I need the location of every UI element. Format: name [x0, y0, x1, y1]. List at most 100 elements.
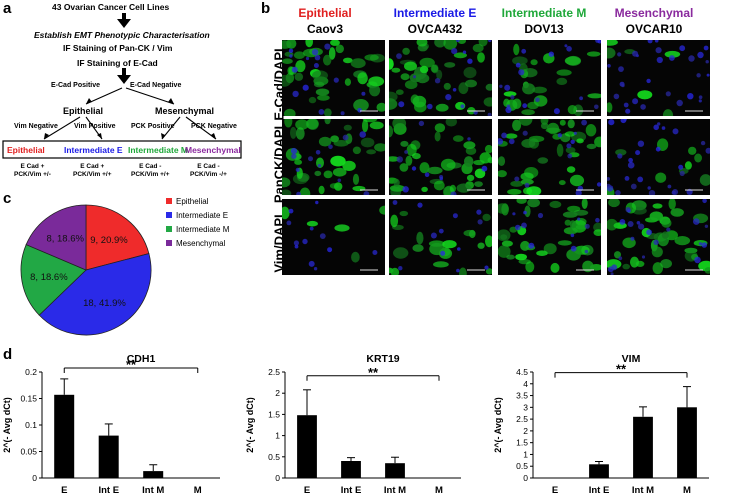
flow-step2: IF Staining of Pan-CK / Vim	[63, 43, 173, 53]
green-stain	[530, 59, 538, 66]
dapi-nucleus	[676, 99, 683, 107]
green-stain	[458, 82, 469, 95]
green-stain	[433, 180, 445, 191]
green-stain	[400, 73, 410, 81]
dapi-nucleus	[476, 209, 482, 215]
dapi-nucleus	[621, 83, 625, 88]
dapi-nucleus	[624, 176, 630, 181]
dapi-nucleus	[661, 126, 666, 130]
green-stain	[352, 146, 361, 155]
dapi-nucleus	[637, 176, 644, 183]
green-stain	[688, 146, 697, 155]
green-stain	[393, 247, 409, 259]
panel-letter-c: c	[3, 190, 12, 207]
y-tick-label: 1.5	[516, 438, 528, 448]
green-stain	[351, 251, 360, 263]
green-stain	[357, 72, 368, 85]
y-tick-label: 0	[275, 473, 280, 483]
green-stain	[649, 211, 663, 221]
green-stain	[556, 69, 572, 76]
green-stain	[465, 79, 477, 88]
green-stain	[550, 262, 560, 273]
green-stain	[368, 76, 385, 87]
green-stain	[608, 199, 620, 208]
green-stain	[558, 180, 566, 186]
dapi-nucleus	[396, 156, 403, 163]
green-stain	[324, 119, 331, 125]
column-cell-line: OVCA432	[407, 22, 463, 36]
y-tick-label: 1	[275, 431, 280, 441]
green-stain	[507, 188, 522, 195]
legend-swatch	[166, 240, 172, 246]
green-stain	[484, 144, 492, 154]
green-stain	[364, 54, 379, 61]
green-stain	[482, 213, 491, 222]
dapi-nucleus	[518, 69, 525, 76]
pie-slice	[25, 204, 87, 271]
dapi-nucleus	[509, 138, 515, 145]
dapi-nucleus	[467, 137, 471, 141]
green-stain	[524, 205, 531, 218]
dapi-nucleus	[567, 153, 573, 159]
pie-slice	[85, 204, 150, 271]
dapi-nucleus	[313, 267, 318, 271]
dapi-nucleus	[698, 242, 703, 246]
dapi-nucleus	[579, 96, 583, 101]
green-stain	[532, 86, 547, 94]
green-stain	[704, 267, 710, 274]
dapi-nucleus	[477, 219, 483, 225]
green-stain	[522, 83, 536, 95]
green-stain	[456, 183, 472, 193]
green-stain	[466, 174, 475, 182]
green-stain	[464, 156, 474, 167]
green-stain	[512, 98, 522, 110]
green-stain	[308, 96, 317, 104]
green-stain	[563, 227, 578, 235]
dapi-nucleus	[481, 165, 488, 172]
dapi-nucleus	[597, 40, 601, 44]
micrograph-image	[389, 199, 492, 275]
green-stain	[406, 143, 417, 157]
dapi-nucleus	[607, 183, 611, 189]
dapi-nucleus	[484, 265, 489, 270]
x-tick-label: E	[552, 485, 558, 496]
dapi-nucleus	[697, 51, 704, 59]
x-tick-label: E	[304, 485, 310, 496]
dapi-nucleus	[308, 260, 315, 267]
dapi-nucleus	[570, 139, 575, 144]
green-stain	[586, 51, 601, 57]
y-tick-label: 2.5	[268, 367, 280, 377]
green-stain	[395, 89, 404, 95]
green-stain	[445, 119, 457, 127]
dapi-nucleus	[665, 91, 671, 97]
dapi-nucleus	[452, 88, 457, 92]
green-stain	[282, 189, 292, 195]
green-stain	[292, 173, 309, 185]
x-tick-label: M	[435, 485, 443, 496]
bar	[341, 461, 361, 478]
green-stain	[376, 102, 385, 112]
dapi-nucleus	[641, 255, 646, 259]
y-axis-label: 2^(- Avg dCt)	[2, 397, 12, 453]
down-arrow-icon	[117, 19, 131, 28]
micrograph-image	[498, 199, 601, 275]
micrograph-image	[498, 40, 601, 116]
dapi-nucleus	[647, 186, 651, 190]
dapi-nucleus	[672, 128, 679, 135]
green-stain	[513, 43, 520, 56]
green-stain	[549, 200, 562, 209]
green-stain	[343, 57, 353, 64]
dapi-nucleus	[566, 143, 572, 149]
green-stain	[330, 155, 346, 167]
dapi-nucleus	[704, 224, 709, 228]
green-stain	[416, 231, 424, 245]
green-stain	[404, 61, 417, 71]
bar-charts: CDH1 2^(- Avg dCt) 0 0.05 0.1 0.15 0.2 E Int E In…	[2, 353, 709, 496]
dapi-nucleus	[522, 103, 528, 109]
dapi-nucleus	[318, 109, 325, 115]
green-stain	[400, 140, 409, 147]
dapi-nucleus	[702, 199, 707, 204]
green-stain	[569, 220, 576, 229]
green-stain	[405, 155, 413, 166]
dapi-nucleus	[302, 238, 308, 245]
